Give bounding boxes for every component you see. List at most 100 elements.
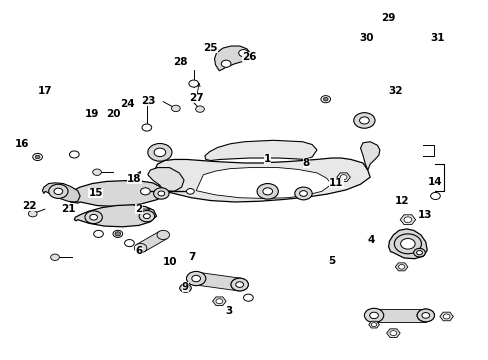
Circle shape	[69, 151, 79, 158]
Polygon shape	[394, 263, 407, 271]
Circle shape	[398, 265, 404, 269]
Circle shape	[371, 323, 376, 327]
Circle shape	[147, 144, 172, 161]
Text: 4: 4	[366, 235, 374, 244]
Text: 13: 13	[417, 210, 432, 220]
Text: 21: 21	[61, 204, 75, 214]
Circle shape	[139, 211, 154, 222]
Circle shape	[238, 50, 248, 57]
Circle shape	[294, 187, 311, 200]
Text: 16: 16	[15, 139, 29, 149]
Circle shape	[195, 106, 204, 112]
Circle shape	[186, 189, 194, 194]
Circle shape	[323, 98, 327, 101]
Polygon shape	[136, 231, 167, 252]
Circle shape	[235, 282, 243, 287]
Circle shape	[180, 284, 191, 292]
Polygon shape	[399, 215, 415, 225]
Circle shape	[299, 191, 307, 196]
Text: 17: 17	[38, 86, 53, 96]
Circle shape	[416, 309, 434, 322]
Text: 7: 7	[188, 252, 196, 262]
Polygon shape	[373, 309, 425, 322]
Circle shape	[442, 314, 449, 319]
Circle shape	[142, 124, 151, 131]
Polygon shape	[388, 229, 427, 259]
Polygon shape	[386, 329, 399, 337]
Circle shape	[421, 312, 429, 318]
Circle shape	[35, 155, 40, 159]
Circle shape	[230, 278, 248, 291]
Text: 9: 9	[182, 282, 189, 292]
Circle shape	[28, 211, 37, 217]
Polygon shape	[194, 272, 241, 291]
Circle shape	[413, 248, 425, 257]
Circle shape	[186, 271, 205, 285]
Circle shape	[93, 169, 101, 175]
Circle shape	[393, 234, 421, 254]
Circle shape	[216, 299, 223, 304]
Circle shape	[230, 278, 248, 291]
Circle shape	[430, 192, 439, 199]
Circle shape	[191, 275, 200, 282]
Text: 19: 19	[85, 109, 99, 120]
Circle shape	[140, 188, 150, 195]
Circle shape	[364, 308, 383, 323]
Circle shape	[359, 117, 368, 124]
Circle shape	[353, 113, 374, 128]
Circle shape	[187, 272, 204, 285]
Circle shape	[389, 330, 396, 336]
Circle shape	[403, 217, 411, 222]
Text: 28: 28	[173, 57, 187, 67]
Circle shape	[143, 214, 150, 219]
Circle shape	[416, 251, 422, 255]
Polygon shape	[42, 183, 80, 202]
Polygon shape	[368, 321, 379, 328]
Circle shape	[158, 191, 164, 196]
Text: 22: 22	[22, 201, 37, 211]
Polygon shape	[155, 158, 369, 202]
Text: 1: 1	[264, 154, 271, 164]
Text: 29: 29	[381, 13, 395, 23]
Polygon shape	[394, 236, 418, 253]
Text: 8: 8	[302, 158, 309, 168]
Polygon shape	[439, 312, 452, 321]
Text: 6: 6	[135, 246, 142, 256]
Text: 23: 23	[141, 96, 156, 106]
Circle shape	[33, 153, 42, 161]
Text: 2: 2	[135, 204, 142, 214]
Circle shape	[182, 286, 188, 290]
Circle shape	[416, 309, 434, 322]
Text: 3: 3	[225, 306, 232, 316]
Circle shape	[400, 238, 414, 249]
Circle shape	[154, 148, 165, 157]
Text: 25: 25	[203, 43, 218, 53]
Polygon shape	[212, 297, 225, 306]
Circle shape	[142, 99, 150, 105]
Circle shape	[153, 188, 169, 199]
Circle shape	[51, 254, 59, 260]
Text: 15: 15	[88, 189, 102, 198]
Circle shape	[369, 312, 378, 319]
Polygon shape	[204, 140, 316, 161]
Polygon shape	[360, 142, 379, 170]
Text: 30: 30	[358, 32, 373, 42]
Circle shape	[94, 230, 103, 238]
Polygon shape	[336, 173, 350, 181]
Polygon shape	[196, 168, 331, 198]
Text: 26: 26	[242, 51, 256, 62]
Circle shape	[134, 243, 146, 253]
Polygon shape	[214, 46, 250, 71]
Circle shape	[54, 188, 62, 194]
Circle shape	[171, 105, 180, 112]
Circle shape	[124, 239, 134, 247]
Circle shape	[365, 309, 382, 322]
Text: 5: 5	[327, 256, 334, 266]
Text: 32: 32	[387, 86, 402, 96]
Circle shape	[188, 80, 198, 87]
Polygon shape	[74, 205, 156, 227]
Circle shape	[113, 230, 122, 238]
Polygon shape	[147, 168, 183, 192]
Text: 24: 24	[120, 99, 135, 109]
Polygon shape	[68, 181, 164, 207]
